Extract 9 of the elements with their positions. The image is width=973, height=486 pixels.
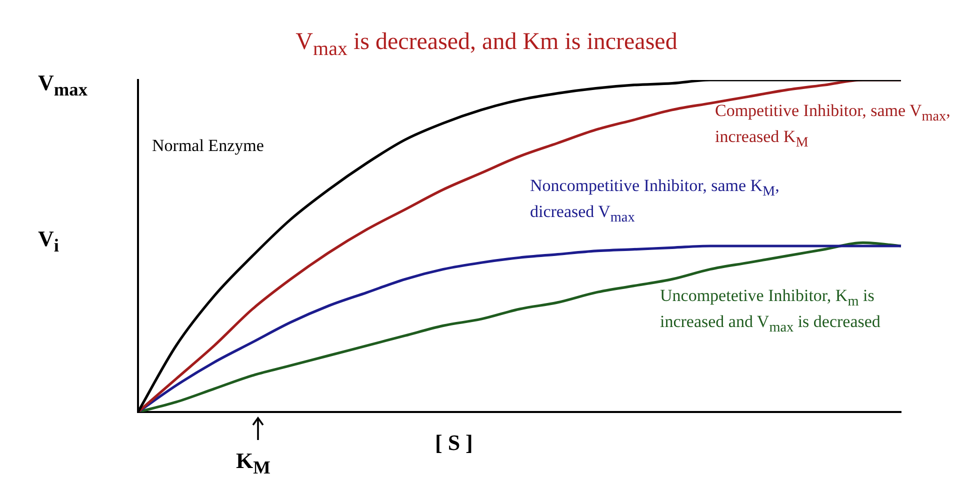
text: Normal Enzyme <box>152 135 265 157</box>
text: Noncompetitive Inhibitor, same K$_{M}$, dicreased V$_{max}$ <box>530 176 780 226</box>
y-axis-title: V$_{i}$ <box>38 226 59 256</box>
text: V$_{max}$ <box>38 70 88 100</box>
chart-title: V$_{max}$ is decreased, and Km is increased <box>294 29 678 60</box>
text: Uncompetetive Inhibitor, K$_{m}$ is increased and V$_{max}$ is decreased <box>660 286 880 336</box>
text: K$_{M}$ <box>236 448 270 478</box>
x-axis-title: [ S ] <box>435 430 473 455</box>
text: Competitive Inhibitor, same V$_{max}$, increased K$_{M}$ <box>715 101 950 150</box>
